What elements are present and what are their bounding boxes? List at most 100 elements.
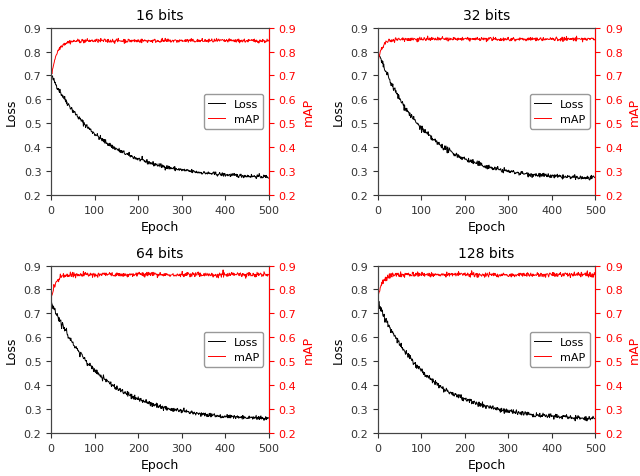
mAP	[552, 274, 560, 279]
Loss	[479, 399, 486, 405]
Loss	[252, 176, 260, 182]
Line: mAP: mAP	[51, 270, 268, 299]
Y-axis label: mAP: mAP	[628, 98, 640, 126]
Loss	[591, 416, 598, 422]
mAP	[260, 274, 268, 279]
Loss	[586, 178, 593, 183]
mAP	[177, 39, 185, 45]
mAP	[47, 296, 55, 302]
Loss	[260, 173, 268, 178]
Loss	[504, 410, 511, 416]
Loss	[586, 178, 594, 183]
Y-axis label: Loss: Loss	[332, 99, 344, 126]
Loss	[165, 406, 173, 411]
Loss	[177, 167, 184, 173]
Legend: Loss, mAP: Loss, mAP	[530, 95, 589, 129]
mAP	[492, 36, 499, 41]
Loss	[177, 407, 184, 412]
Line: mAP: mAP	[51, 39, 268, 78]
Y-axis label: mAP: mAP	[628, 336, 640, 364]
Loss	[150, 403, 158, 409]
Loss	[264, 176, 272, 181]
Loss	[264, 415, 272, 421]
mAP	[374, 61, 381, 67]
Y-axis label: Loss: Loss	[5, 336, 18, 363]
Loss	[591, 175, 598, 181]
Loss	[492, 407, 499, 413]
mAP	[150, 272, 158, 278]
Loss	[492, 165, 499, 171]
mAP	[479, 37, 486, 43]
mAP	[158, 36, 166, 42]
mAP	[220, 268, 227, 273]
X-axis label: Epoch: Epoch	[467, 458, 506, 471]
Loss	[152, 402, 159, 408]
mAP	[479, 272, 486, 278]
Loss	[477, 402, 485, 408]
X-axis label: Epoch: Epoch	[467, 221, 506, 234]
Loss	[587, 417, 595, 423]
Line: mAP: mAP	[378, 271, 595, 298]
Y-axis label: mAP: mAP	[302, 336, 315, 364]
Y-axis label: Loss: Loss	[332, 336, 344, 363]
Line: Loss: Loss	[51, 303, 268, 420]
Y-axis label: mAP: mAP	[302, 98, 315, 126]
mAP	[165, 40, 173, 45]
Line: Loss: Loss	[378, 50, 595, 180]
mAP	[504, 36, 511, 42]
Title: 64 bits: 64 bits	[136, 247, 184, 261]
Legend: Loss, mAP: Loss, mAP	[204, 332, 263, 367]
Title: 16 bits: 16 bits	[136, 9, 184, 23]
mAP	[374, 295, 381, 301]
mAP	[177, 274, 184, 280]
mAP	[226, 273, 234, 278]
Loss	[552, 175, 559, 180]
Loss	[374, 302, 381, 308]
Loss	[503, 169, 511, 175]
X-axis label: Epoch: Epoch	[141, 458, 179, 471]
mAP	[264, 38, 272, 44]
mAP	[226, 39, 234, 45]
mAP	[47, 75, 55, 81]
mAP	[504, 273, 511, 279]
X-axis label: Epoch: Epoch	[141, 221, 179, 234]
mAP	[552, 36, 560, 41]
Title: 128 bits: 128 bits	[458, 247, 515, 261]
Legend: Loss, mAP: Loss, mAP	[204, 95, 263, 129]
mAP	[424, 34, 431, 40]
Loss	[47, 300, 55, 306]
mAP	[165, 272, 173, 278]
Loss	[152, 163, 159, 169]
Loss	[47, 73, 55, 79]
mAP	[468, 268, 476, 274]
Loss	[225, 172, 233, 178]
mAP	[477, 36, 485, 42]
Loss	[375, 299, 383, 305]
Loss	[260, 417, 268, 423]
Line: Loss: Loss	[51, 76, 268, 179]
Line: Loss: Loss	[378, 302, 595, 421]
Title: 32 bits: 32 bits	[463, 9, 510, 23]
Loss	[225, 415, 233, 421]
mAP	[264, 272, 272, 278]
mAP	[591, 272, 598, 278]
Loss	[552, 415, 560, 420]
Legend: Loss, mAP: Loss, mAP	[530, 332, 589, 367]
Loss	[374, 47, 381, 53]
Loss	[478, 163, 486, 169]
Line: mAP: mAP	[378, 37, 595, 64]
mAP	[586, 270, 594, 276]
Loss	[259, 416, 267, 421]
Loss	[150, 162, 158, 168]
mAP	[150, 38, 158, 44]
Y-axis label: Loss: Loss	[5, 99, 18, 126]
Loss	[583, 418, 591, 424]
mAP	[492, 273, 499, 278]
mAP	[477, 273, 485, 278]
mAP	[591, 38, 598, 44]
mAP	[152, 40, 159, 46]
Loss	[477, 163, 484, 169]
mAP	[260, 39, 268, 45]
Loss	[165, 164, 173, 169]
mAP	[586, 38, 594, 43]
